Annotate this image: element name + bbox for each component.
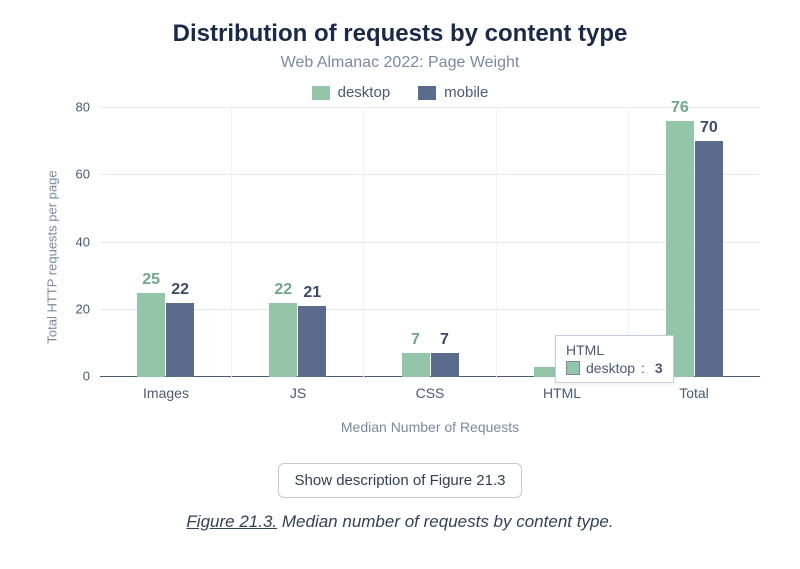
x-axis-label: Median Number of Requests: [100, 419, 760, 435]
bar-mobile[interactable]: 22: [166, 303, 194, 377]
tooltip-category: HTML: [566, 342, 663, 358]
legend: desktop mobile: [40, 84, 760, 101]
legend-swatch-mobile: [418, 86, 436, 100]
legend-label-desktop: desktop: [338, 84, 391, 101]
bar-mobile[interactable]: 21: [298, 306, 326, 377]
x-tick: Images: [100, 377, 232, 407]
caption-text: Median number of requests by content typ…: [277, 512, 613, 531]
bar-value-label: 70: [700, 119, 718, 137]
x-tick: JS: [232, 377, 364, 407]
bar-mobile[interactable]: 7: [431, 353, 459, 377]
legend-swatch-desktop: [312, 86, 330, 100]
y-axis-label: Total HTTP requests per page: [45, 170, 60, 343]
legend-item-desktop[interactable]: desktop: [312, 84, 391, 101]
chart-container: Distribution of requests by content type…: [0, 0, 800, 532]
chart-title: Distribution of requests by content type: [40, 20, 760, 48]
y-tick: 40: [76, 234, 90, 249]
bar-value-label: 7: [440, 331, 449, 349]
chart-subtitle: Web Almanac 2022: Page Weight: [40, 54, 760, 72]
bar-value-label: 25: [142, 271, 160, 289]
bar-value-label: 22: [274, 281, 292, 299]
bar-value-label: 21: [303, 284, 321, 302]
bar-desktop[interactable]: 25: [137, 293, 165, 377]
plot-area: Total HTTP requests per page 020406080 2…: [100, 107, 760, 407]
x-tick: CSS: [364, 377, 496, 407]
bar-group: 77: [364, 107, 496, 377]
y-tick: 0: [83, 369, 90, 384]
bar-group: 2522: [100, 107, 232, 377]
tooltip-swatch: [566, 361, 580, 375]
tooltip: HTML desktop: 3: [555, 335, 674, 383]
y-tick: 20: [76, 301, 90, 316]
bar-desktop[interactable]: 22: [269, 303, 297, 377]
bar-value-label: 22: [171, 281, 189, 299]
y-tick: 80: [76, 100, 90, 115]
bar-mobile[interactable]: 70: [695, 141, 723, 377]
tooltip-value: 3: [655, 360, 663, 376]
bar-group: 2221: [232, 107, 364, 377]
tooltip-series: desktop: [586, 360, 635, 376]
bar-value-label: 76: [671, 99, 689, 117]
bar-value-label: 7: [411, 331, 420, 349]
show-description-button[interactable]: Show description of Figure 21.3: [278, 463, 523, 498]
legend-item-mobile[interactable]: mobile: [418, 84, 488, 101]
legend-label-mobile: mobile: [444, 84, 488, 101]
y-tick: 60: [76, 167, 90, 182]
figure-caption: Figure 21.3. Median number of requests b…: [40, 512, 760, 532]
figure-ref-link[interactable]: Figure 21.3.: [186, 512, 277, 531]
bar-desktop[interactable]: 7: [402, 353, 430, 377]
